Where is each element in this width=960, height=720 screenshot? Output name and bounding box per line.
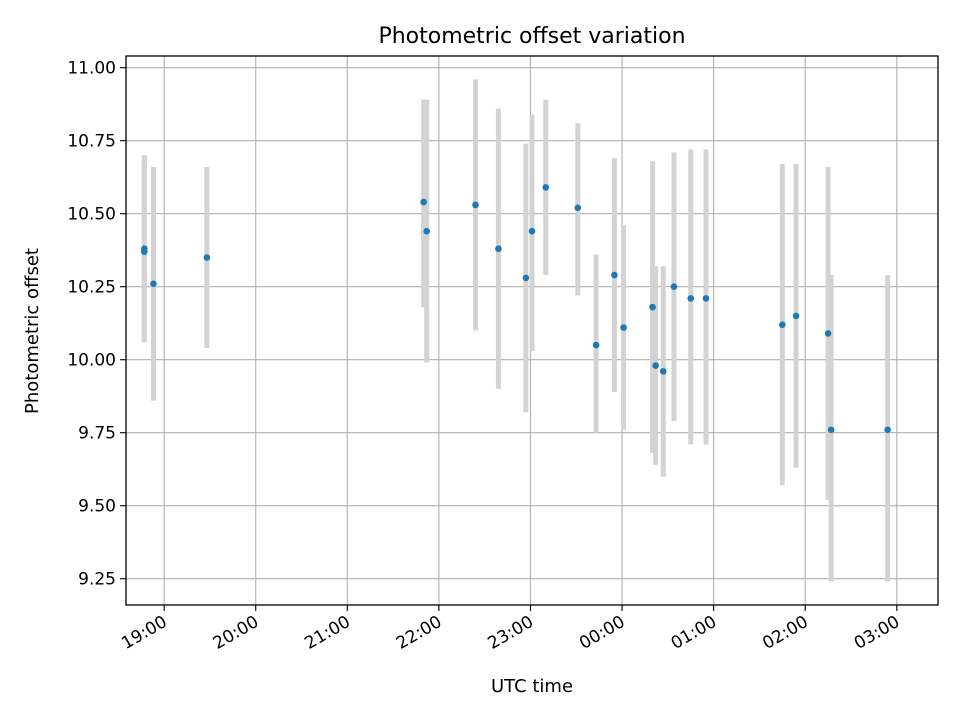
data-point	[472, 201, 479, 209]
data-point	[420, 198, 427, 206]
data-point	[652, 362, 659, 369]
data-points	[141, 184, 891, 434]
data-point	[203, 254, 211, 261]
data-point	[779, 321, 786, 328]
y-tick-label: 10.25	[67, 278, 116, 298]
y-tick-label: 10.00	[67, 351, 116, 371]
data-point	[423, 227, 430, 235]
data-point	[702, 295, 710, 302]
data-point	[670, 283, 678, 290]
data-point	[528, 227, 536, 235]
plot-frame	[125, 55, 939, 606]
ticks: 19:00 20:00 21:00 22:00 23:00 00:00 01:00 02:00…	[67, 59, 903, 654]
x-tick-label: 01:00	[668, 612, 720, 654]
chart-title: Photometric offset variation	[378, 24, 685, 49]
y-tick-label: 10.75	[67, 132, 116, 152]
y-tick-label: 10.50	[67, 205, 116, 225]
x-tick-label: 02:00	[759, 612, 811, 654]
x-tick-label: 00:00	[576, 612, 628, 654]
x-tick-label: 20:00	[210, 612, 262, 654]
x-tick-label: 22:00	[393, 612, 445, 654]
data-point	[141, 248, 148, 255]
data-point	[611, 271, 618, 279]
x-tick-label: 23:00	[485, 612, 537, 654]
data-point	[574, 204, 582, 212]
data-point	[495, 245, 502, 253]
y-tick-label: 9.50	[78, 497, 116, 517]
x-tick-label: 03:00	[851, 612, 903, 654]
data-point	[542, 184, 550, 191]
y-tick-label: 9.75	[78, 424, 116, 444]
data-point	[792, 312, 800, 320]
x-tick-label: 21:00	[301, 612, 353, 654]
x-tick-label: 19:00	[118, 612, 170, 654]
y-axis-label: Photometric offset	[22, 248, 43, 414]
y-tick-label: 11.00	[67, 59, 116, 79]
data-point	[522, 274, 530, 282]
y-tick-label: 9.25	[78, 570, 116, 590]
data-point	[824, 330, 832, 337]
x-axis-label: UTC time	[491, 676, 573, 697]
data-point	[649, 303, 656, 311]
data-point	[687, 295, 695, 302]
data-point	[827, 426, 835, 434]
data-point	[592, 341, 600, 349]
data-point	[659, 368, 667, 375]
data-point	[150, 280, 157, 288]
data-point	[620, 324, 627, 331]
data-point	[884, 426, 891, 434]
